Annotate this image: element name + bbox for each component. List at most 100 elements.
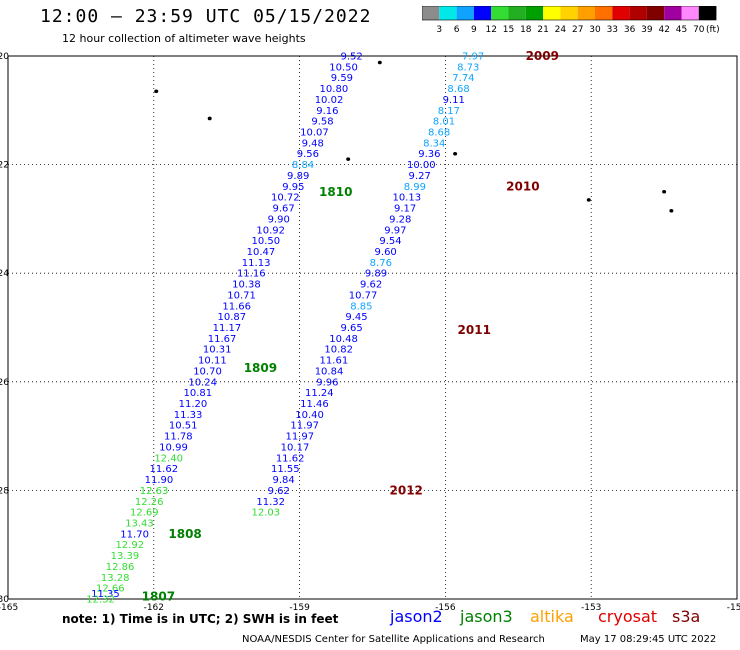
legend-label: 36 bbox=[624, 25, 636, 35]
wave-height-value: 9.28 bbox=[389, 214, 411, 225]
wave-height-value: 9.89 bbox=[365, 269, 387, 280]
island-marker bbox=[154, 89, 159, 94]
legend-label: 24 bbox=[555, 25, 567, 35]
wave-height-value: 10.70 bbox=[193, 366, 222, 377]
wave-height-value: 9.97 bbox=[384, 225, 406, 236]
wave-height-value: 11.62 bbox=[149, 464, 178, 475]
wave-height-value: 11.17 bbox=[213, 323, 242, 334]
legend-swatch bbox=[646, 6, 665, 20]
wave-height-value: 10.00 bbox=[407, 160, 436, 171]
wave-height-value: 9.60 bbox=[375, 247, 397, 258]
wave-height-value: 10.02 bbox=[315, 95, 344, 106]
wave-height-value: 10.13 bbox=[392, 193, 421, 204]
pass-time-label: 2010 bbox=[506, 179, 539, 193]
lon-tick-label: -156 bbox=[435, 603, 456, 610]
wave-height-value: 12.69 bbox=[130, 508, 159, 519]
wave-height-value: 10.71 bbox=[227, 290, 256, 301]
island-marker bbox=[669, 208, 674, 213]
wave-height-value: 10.40 bbox=[295, 410, 324, 421]
wave-height-value: 9.95 bbox=[282, 182, 304, 193]
pass-time-label: 2009 bbox=[526, 49, 559, 63]
legend-label: 3 bbox=[436, 25, 442, 35]
wave-height-value: 10.07 bbox=[300, 128, 329, 139]
wave-height-value: 8.17 bbox=[438, 106, 460, 117]
wave-height-value: 9.52 bbox=[341, 52, 363, 63]
wave-height-value: 9.45 bbox=[345, 312, 367, 323]
wave-height-value: 9.54 bbox=[379, 236, 401, 247]
wave-height-value: 7.97 bbox=[462, 52, 484, 63]
island-marker bbox=[586, 198, 591, 202]
wave-height-value: 9.62 bbox=[268, 486, 290, 497]
island-marker bbox=[207, 116, 212, 121]
wave-height-value: 10.77 bbox=[349, 290, 378, 301]
legend-label: 12 bbox=[485, 25, 496, 35]
map-frame bbox=[7, 55, 738, 600]
legend-swatch bbox=[595, 6, 613, 20]
wave-height-value: 10.11 bbox=[198, 356, 227, 367]
wave-height-value: 12.03 bbox=[252, 508, 281, 519]
wave-height-value: 10.17 bbox=[281, 442, 310, 453]
wave-height-value: 9.90 bbox=[268, 214, 290, 225]
wave-height-value: 10.50 bbox=[329, 62, 358, 73]
wave-height-value: 9.89 bbox=[287, 171, 309, 182]
wave-height-value: 12.92 bbox=[115, 540, 144, 551]
wave-height-value: 11.97 bbox=[286, 432, 315, 443]
satellite-label-s3a: s3a bbox=[672, 607, 701, 626]
legend-swatch bbox=[456, 6, 474, 20]
legend-label: 15 bbox=[503, 25, 514, 35]
wave-height-value: 11.66 bbox=[222, 301, 251, 312]
wave-height-value: 11.33 bbox=[174, 410, 203, 421]
wave-height-value: 11.13 bbox=[242, 258, 271, 269]
wave-height-value: 9.16 bbox=[316, 106, 338, 117]
wave-height-value: 10.47 bbox=[247, 247, 276, 258]
lat-tick-label: -22 bbox=[0, 161, 9, 171]
wave-height-value: 11.78 bbox=[164, 432, 193, 443]
wave-height-value: 11.70 bbox=[120, 529, 149, 540]
wave-height-value: 10.92 bbox=[256, 225, 285, 236]
wave-height-value: 10.48 bbox=[329, 334, 358, 345]
wave-height-value: 8.73 bbox=[457, 62, 479, 73]
legend-swatch bbox=[629, 6, 647, 20]
lat-tick-label: -26 bbox=[0, 378, 9, 388]
pass-time-label: 1810 bbox=[319, 185, 352, 199]
legend-swatch bbox=[664, 6, 682, 20]
wave-height-value: 8.01 bbox=[433, 117, 455, 128]
pass-time-label: 1809 bbox=[244, 361, 277, 375]
wave-height-value: 10.87 bbox=[217, 312, 246, 323]
wave-height-value: 9.84 bbox=[272, 475, 294, 486]
legend-swatch bbox=[681, 6, 699, 20]
wave-height-value: 13.43 bbox=[125, 518, 154, 529]
wave-height-value: 12.40 bbox=[154, 453, 183, 464]
pass-time-label: 2011 bbox=[458, 323, 491, 337]
satellite-label-jason2: jason2 bbox=[390, 607, 443, 626]
legend-swatch bbox=[698, 6, 717, 20]
wave-height-value: 11.20 bbox=[179, 399, 208, 410]
pass-time-label: 1808 bbox=[168, 527, 201, 541]
page-subtitle: 12 hour collection of altimeter wave hei… bbox=[62, 32, 306, 45]
lon-tick-label: -165 bbox=[0, 603, 18, 610]
legend-swatch bbox=[439, 6, 457, 20]
wave-height-value: 10.51 bbox=[169, 421, 198, 432]
wave-height-value: 10.82 bbox=[324, 345, 353, 356]
wave-height-value: 10.24 bbox=[188, 377, 217, 388]
legend-swatch bbox=[473, 6, 492, 20]
footer-credit: NOAA/NESDIS Center for Satellite Applica… bbox=[242, 634, 545, 645]
wave-height-value: 8.34 bbox=[423, 138, 445, 149]
wave-height-value: 11.97 bbox=[290, 421, 319, 432]
legend-swatch bbox=[508, 6, 526, 20]
wave-height-value: 10.80 bbox=[320, 84, 349, 95]
lat-tick-label: -28 bbox=[0, 486, 9, 496]
wave-height-value: 9.96 bbox=[316, 377, 338, 388]
lon-tick-label: -159 bbox=[289, 603, 310, 610]
legend-label: 33 bbox=[607, 25, 618, 35]
lat-tick-label: -24 bbox=[0, 269, 9, 279]
wave-height-value: 9.67 bbox=[272, 204, 294, 215]
footer-note: note: 1) Time is in UTC; 2) SWH is in fe… bbox=[62, 612, 339, 626]
legend-swatch bbox=[612, 6, 630, 20]
wave-height-value: 13.28 bbox=[101, 573, 130, 584]
wave-height-value: 9.65 bbox=[341, 323, 363, 334]
satellite-label-altika: altika bbox=[530, 607, 574, 626]
wave-height-value: 9.11 bbox=[443, 95, 465, 106]
legend-label: 27 bbox=[572, 25, 583, 35]
lat-tick-label: -20 bbox=[0, 52, 9, 62]
